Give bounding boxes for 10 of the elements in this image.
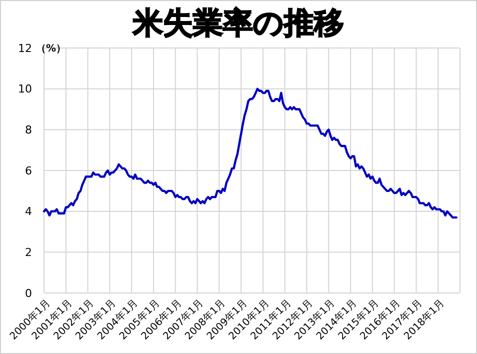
line-series bbox=[42, 88, 458, 219]
y-tick-label: 4 bbox=[25, 205, 32, 218]
y-tick-label: 2 bbox=[25, 246, 32, 260]
chart-title: 米失業率の推移 bbox=[132, 6, 344, 41]
y-tick-label: 12 bbox=[18, 42, 32, 55]
y-tick-label: 6 bbox=[25, 164, 32, 178]
y-tick-label: 10 bbox=[18, 82, 32, 96]
y-axis-title: （%） bbox=[36, 44, 66, 54]
y-tick-label: 8 bbox=[25, 124, 32, 137]
y-tick-label: 0 bbox=[25, 286, 32, 300]
